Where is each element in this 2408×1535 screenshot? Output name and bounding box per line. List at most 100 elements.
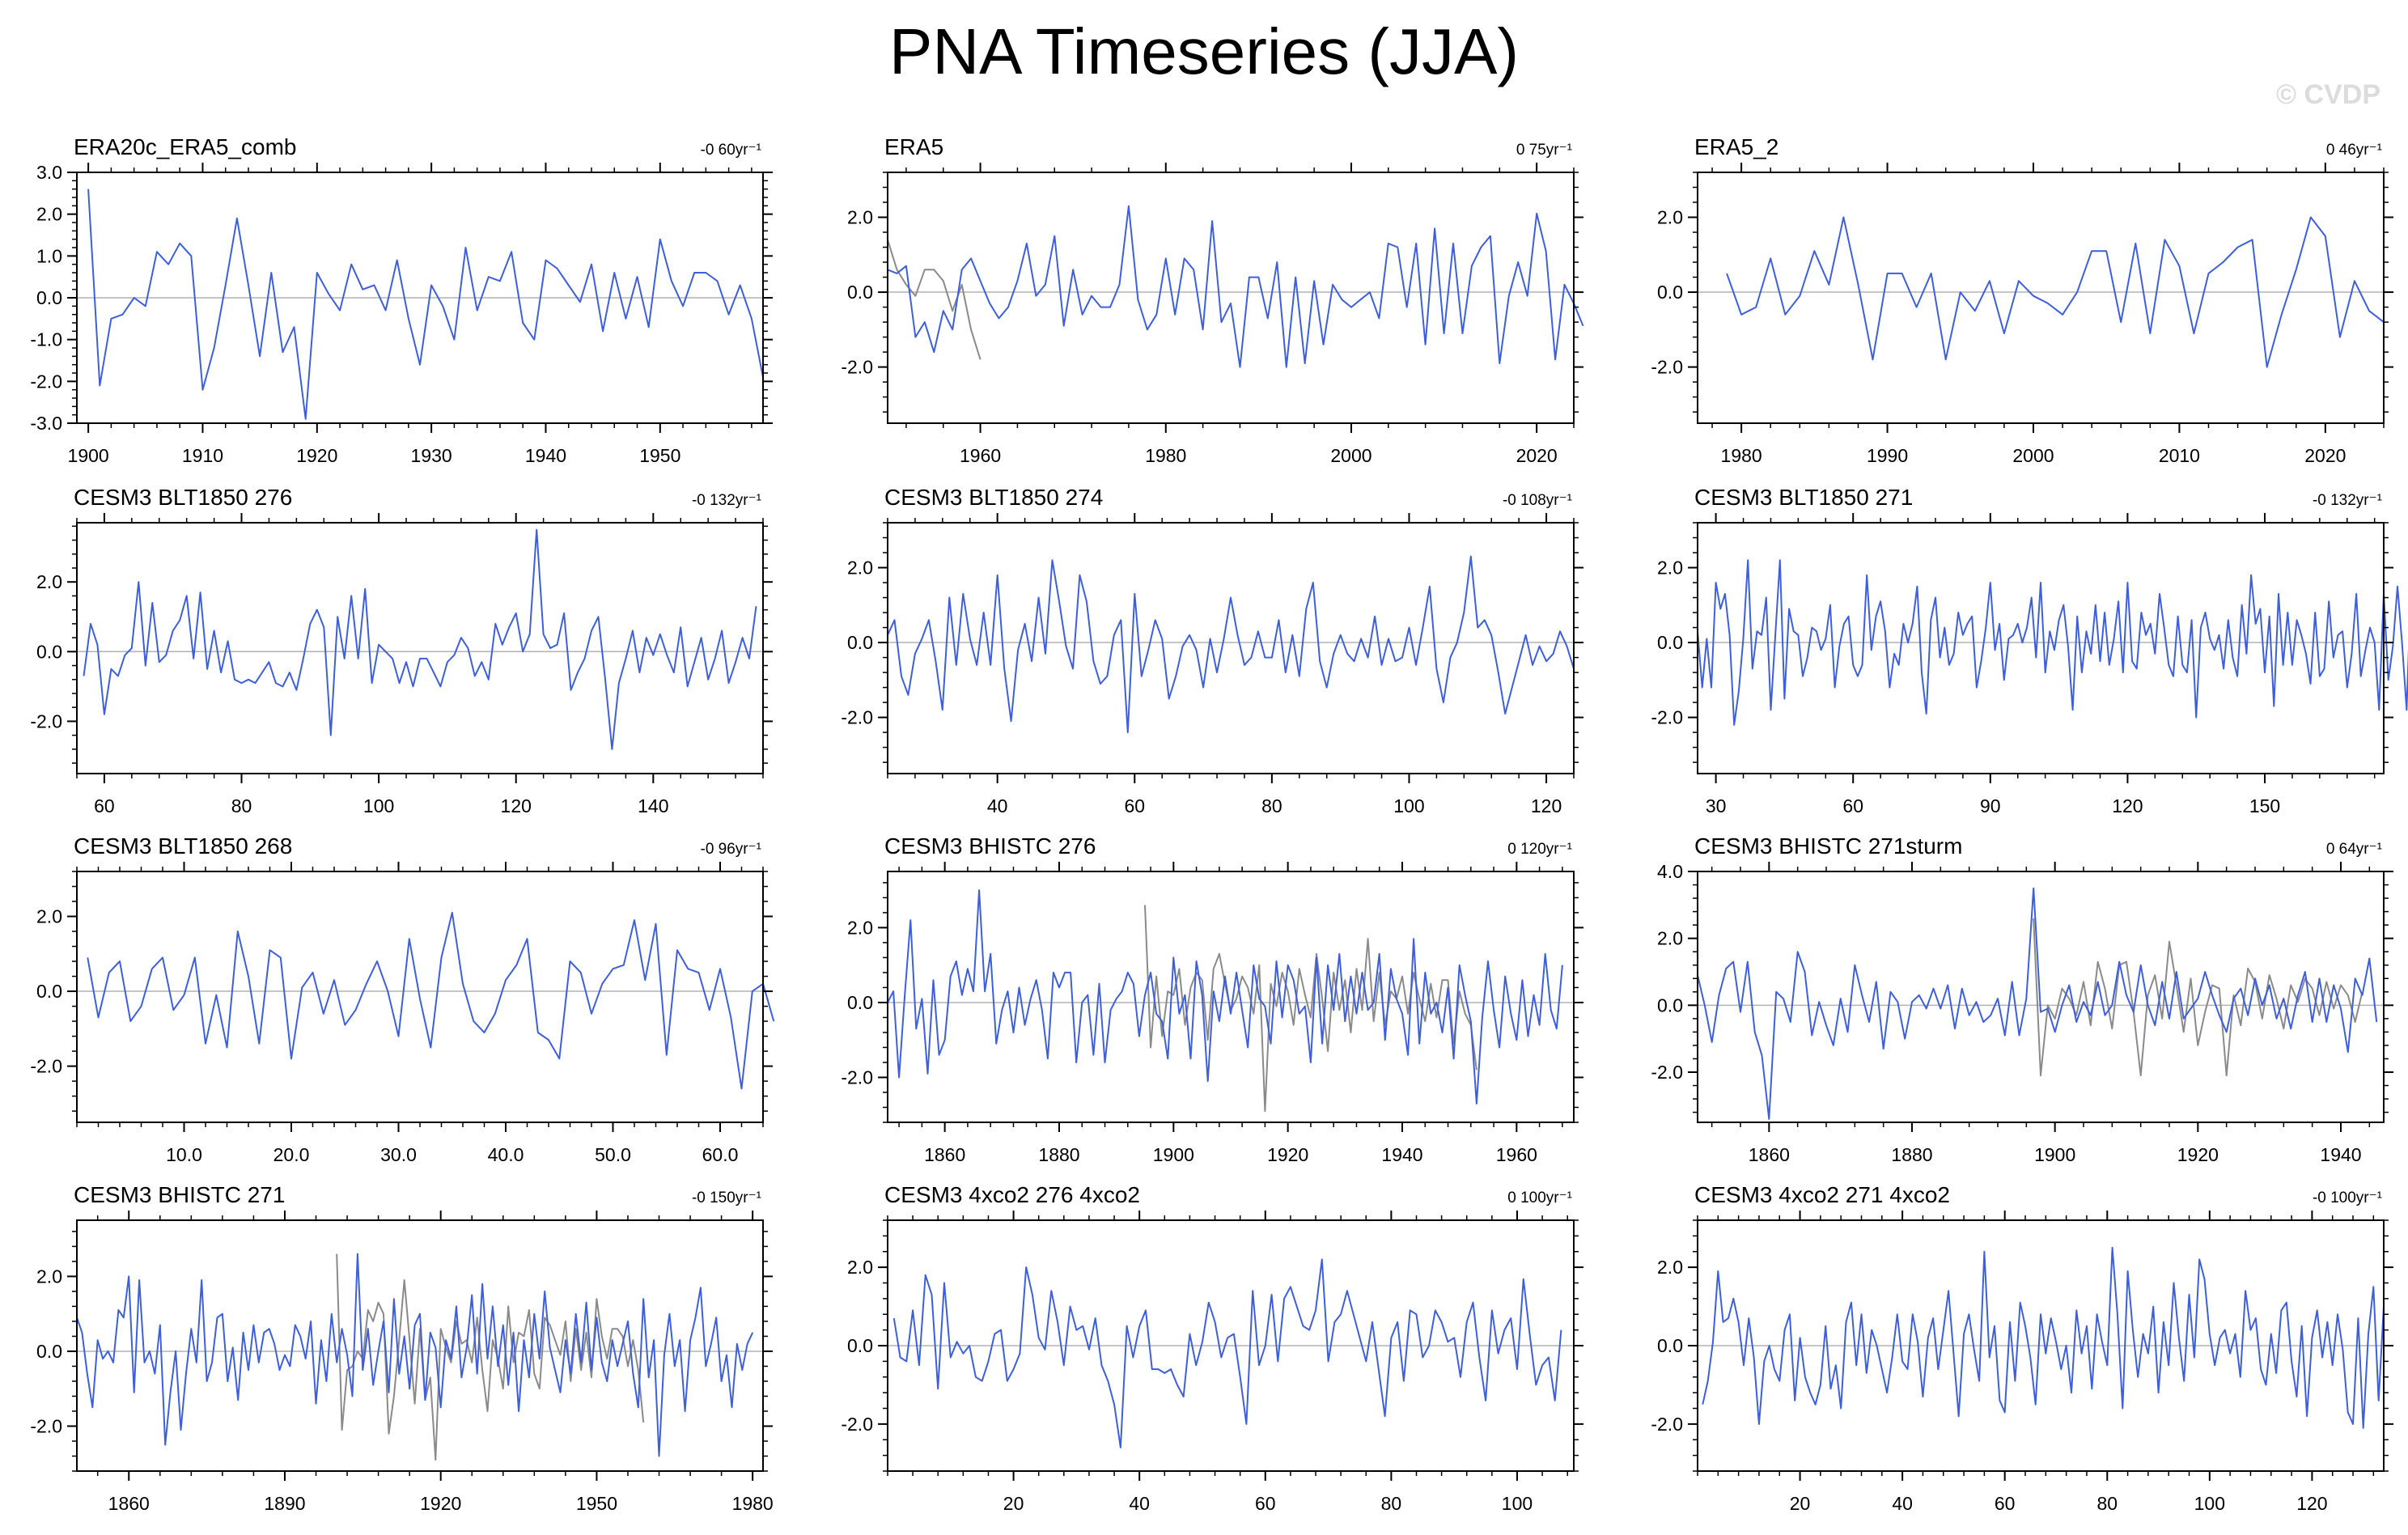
x-tick-label: 40.0 bbox=[488, 1144, 524, 1165]
x-tick-label: 50.0 bbox=[595, 1144, 631, 1165]
panel-6: CESM3 BLT1850 271 -0 132yr⁻¹ -2.0 0.0 2.0 30 6… bbox=[1651, 485, 2408, 816]
panel-title: CESM3 BLT1850 271 bbox=[1694, 485, 1913, 510]
pna-series-line bbox=[1726, 216, 2385, 368]
x-tick-label: 1940 bbox=[2320, 1144, 2361, 1165]
plot-frame bbox=[1697, 522, 2385, 774]
y-tick-label: 3.0 bbox=[36, 162, 62, 183]
pna-series-line bbox=[87, 189, 764, 420]
x-tick-label: 40 bbox=[1129, 1493, 1150, 1514]
x-tick-label: 1900 bbox=[2034, 1144, 2075, 1165]
y-tick-label: -2.0 bbox=[30, 1056, 62, 1077]
x-tick-label: 120 bbox=[501, 795, 532, 816]
y-tick-label: 2.0 bbox=[36, 906, 62, 927]
y-tick-label: 0.0 bbox=[847, 632, 873, 653]
x-tick-label: 1950 bbox=[576, 1493, 617, 1514]
y-tick-label: 2.0 bbox=[1657, 207, 1683, 228]
panel-11: CESM3 4xco2 276 4xco2 0 100yr⁻¹ -2.0 0.0 2.0… bbox=[841, 1182, 1583, 1514]
y-tick-label: 0.0 bbox=[1657, 1335, 1683, 1356]
x-tick-label: 1880 bbox=[1038, 1144, 1079, 1165]
panel-title: CESM3 4xco2 276 4xco2 bbox=[884, 1182, 1140, 1207]
x-tick-label: 1920 bbox=[420, 1493, 461, 1514]
overlay-series-line bbox=[887, 240, 981, 360]
x-tick-label: 80 bbox=[1381, 1493, 1402, 1514]
y-tick-label: -1.0 bbox=[30, 329, 62, 350]
x-tick-label: 150 bbox=[2249, 795, 2280, 816]
x-tick-label: 1980 bbox=[1145, 445, 1186, 466]
x-tick-label: 2010 bbox=[2159, 445, 2200, 466]
y-tick-label: -2.0 bbox=[1651, 707, 1683, 728]
overlay-series-line bbox=[336, 1253, 645, 1461]
y-tick-label: 2.0 bbox=[847, 1257, 873, 1278]
panel-title: ERA5 bbox=[884, 134, 943, 159]
y-tick-label: 0.0 bbox=[847, 282, 873, 303]
panel-title: ERA5_2 bbox=[1694, 134, 1778, 159]
trend-label: -0 108yr⁻¹ bbox=[1503, 492, 1572, 509]
plot-frame bbox=[887, 522, 1575, 774]
y-tick-label: 0.0 bbox=[847, 992, 873, 1013]
x-tick-label: 1920 bbox=[1267, 1144, 1308, 1165]
y-tick-label: 2.0 bbox=[1657, 558, 1683, 579]
y-tick-label: 2.0 bbox=[36, 1266, 62, 1287]
trend-label: 0 120yr⁻¹ bbox=[1507, 841, 1572, 858]
trend-label: 0 46yr⁻¹ bbox=[2326, 142, 2382, 159]
panel-title: ERA20c_ERA5_comb bbox=[74, 134, 296, 159]
trend-label: -0 132yr⁻¹ bbox=[692, 492, 761, 509]
x-tick-label: 1950 bbox=[639, 445, 680, 466]
y-tick-label: -2.0 bbox=[1651, 1062, 1683, 1083]
x-tick-label: 40 bbox=[987, 795, 1008, 816]
x-tick-label: 1920 bbox=[296, 445, 337, 466]
x-tick-label: 80 bbox=[231, 795, 252, 816]
x-tick-label: 40 bbox=[1892, 1493, 1913, 1514]
panel-title: CESM3 BLT1850 268 bbox=[74, 833, 292, 859]
x-tick-label: 1900 bbox=[68, 445, 109, 466]
plot-frame bbox=[887, 172, 1575, 424]
y-tick-label: 0.0 bbox=[1657, 282, 1683, 303]
pna-series-line bbox=[1697, 887, 2378, 1120]
x-tick-label: 100 bbox=[1393, 795, 1424, 816]
x-tick-label: 80 bbox=[1261, 795, 1282, 816]
trend-label: -0 150yr⁻¹ bbox=[692, 1189, 761, 1206]
x-tick-label: 1880 bbox=[1891, 1144, 1932, 1165]
y-tick-label: 0.0 bbox=[36, 287, 62, 308]
x-tick-label: 1890 bbox=[264, 1493, 305, 1514]
x-tick-label: 120 bbox=[2296, 1493, 2327, 1514]
y-tick-label: 0.0 bbox=[1657, 632, 1683, 653]
x-tick-label: 1910 bbox=[182, 445, 223, 466]
panel-title: CESM3 BHISTC 271 bbox=[74, 1182, 285, 1207]
x-tick-label: 30 bbox=[1706, 795, 1727, 816]
x-tick-label: 60 bbox=[1255, 1493, 1276, 1514]
watermark: © CVDP bbox=[2276, 79, 2380, 110]
panel-9: CESM3 BHISTC 271sturm 0 64yr⁻¹ -2.0 0.0 2.0 4… bbox=[1651, 833, 2393, 1165]
panel-title: CESM3 4xco2 271 4xco2 bbox=[1694, 1182, 1950, 1207]
pna-series-line bbox=[1702, 1246, 2385, 1429]
y-tick-label: -2.0 bbox=[1651, 357, 1683, 378]
page-title: PNA Timeseries (JJA) bbox=[889, 15, 1519, 87]
x-tick-label: 1860 bbox=[1749, 1144, 1790, 1165]
panel-5: CESM3 BLT1850 274 -0 108yr⁻¹ -2.0 0.0 2.0 40 6… bbox=[841, 485, 1583, 816]
pna-series-line bbox=[892, 1258, 1562, 1448]
x-tick-label: 1900 bbox=[1153, 1144, 1194, 1165]
panel-title: CESM3 BHISTC 276 bbox=[884, 833, 1096, 859]
y-tick-label: -2.0 bbox=[841, 357, 873, 378]
trend-label: -0 100yr⁻¹ bbox=[2313, 1189, 2382, 1206]
x-tick-label: 1940 bbox=[525, 445, 566, 466]
plot-frame bbox=[1697, 172, 2385, 424]
y-tick-label: 0.0 bbox=[847, 1335, 873, 1356]
x-tick-label: 1940 bbox=[1381, 1144, 1422, 1165]
y-tick-label: 2.0 bbox=[36, 204, 62, 225]
pna-series-line bbox=[1697, 559, 2408, 726]
x-tick-label: 120 bbox=[1531, 795, 1562, 816]
y-tick-label: 2.0 bbox=[36, 571, 62, 592]
x-tick-label: 1980 bbox=[732, 1493, 774, 1514]
x-tick-label: 80 bbox=[2096, 1493, 2118, 1514]
x-tick-label: 2020 bbox=[1516, 445, 1558, 466]
x-tick-label: 20 bbox=[1003, 1493, 1024, 1514]
x-tick-label: 1860 bbox=[108, 1493, 150, 1514]
y-tick-label: 0.0 bbox=[36, 641, 62, 662]
x-tick-label: 1920 bbox=[2177, 1144, 2219, 1165]
x-tick-label: 10.0 bbox=[166, 1144, 202, 1165]
x-tick-label: 2000 bbox=[2012, 445, 2054, 466]
panel-4: CESM3 BLT1850 276 -0 132yr⁻¹ -2.0 0.0 2.0 60 8… bbox=[30, 485, 773, 816]
y-tick-label: 0.0 bbox=[1657, 994, 1683, 1016]
